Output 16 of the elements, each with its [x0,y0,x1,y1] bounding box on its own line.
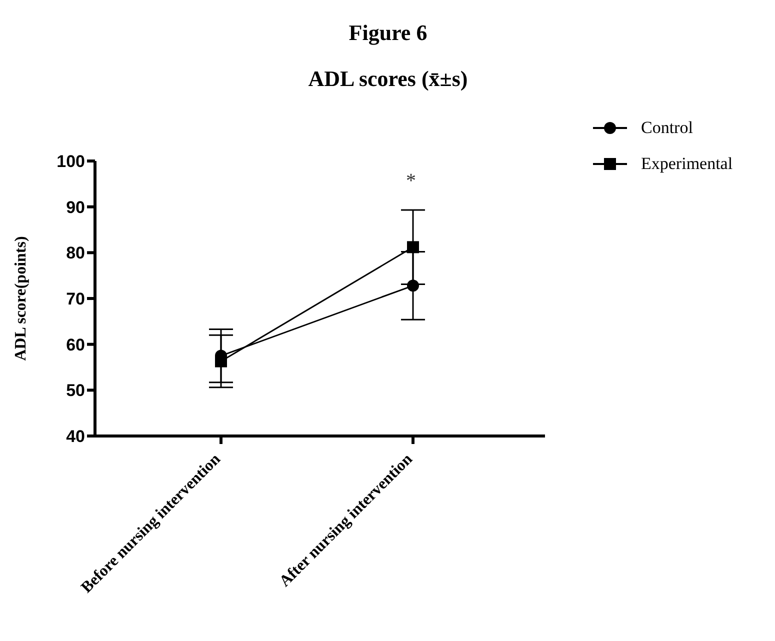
chart-subtitle: ADL scores (x̄±s) [307,66,469,93]
point [215,355,227,368]
annotation: * [406,170,416,193]
legend-label: Control [641,118,693,138]
point [407,241,419,254]
y-tick-label: 70 [66,290,85,309]
point [407,280,419,292]
y-tick-label: 100 [56,152,85,172]
y-axis-title: ADL score(points) [12,236,30,361]
y-tick-label: 80 [66,244,85,263]
y-tick-label: 50 [66,381,85,400]
chart-title: Figure 6 [348,20,428,47]
y-tick-label: 60 [66,335,85,354]
y-tick-label: 40 [66,427,85,446]
legend-label: Experimental [641,154,733,174]
y-tick-label: 90 [66,198,85,217]
